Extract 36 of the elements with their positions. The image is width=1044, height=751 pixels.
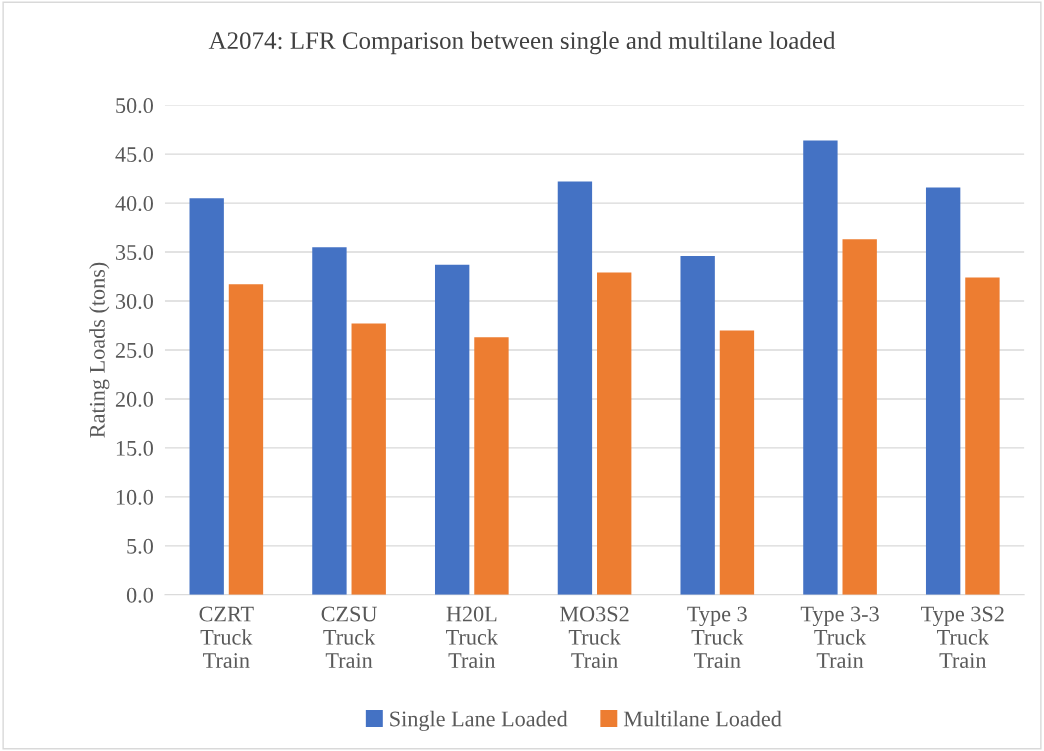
y-tick-label: 30.0 (116, 293, 153, 310)
bar (925, 187, 961, 595)
bar (312, 247, 347, 595)
x-tick-label: CZSU Truck Train (321, 606, 378, 669)
y-tick-label: 0.0 (126, 587, 153, 603)
bar (351, 323, 386, 595)
legend-label: Multilane Loaded (623, 710, 782, 727)
y-tick-label: 5.0 (127, 538, 153, 554)
bar (680, 255, 715, 595)
bar (597, 272, 632, 595)
bar (474, 337, 509, 595)
y-tick-label: 20.0 (115, 391, 153, 407)
bar (965, 277, 1000, 595)
chart-title: A2074: LFR Comparison between single and multilane loaded (208, 31, 836, 55)
y-tick-label: 40.0 (115, 196, 153, 212)
x-tick-label: MO3S2 Truck Train (560, 606, 629, 669)
bar (434, 264, 470, 595)
x-tick-label: H20L Truck Train (446, 606, 498, 669)
y-tick-label: 25.0 (115, 342, 153, 358)
y-tick-label: 50.0 (116, 98, 153, 114)
x-tick-label: CZRT Truck Train (199, 606, 254, 669)
bar (842, 239, 877, 595)
bar (803, 140, 838, 595)
y-tick-label: 45.0 (115, 147, 153, 163)
y-tick-label: 10.0 (116, 489, 153, 505)
y-tick-label: 15.0 (116, 440, 153, 456)
bar (189, 198, 224, 595)
x-tick-label: Type 3 Truck Train (687, 606, 747, 669)
y-axis-title: Rating Loads (tons) (89, 262, 110, 438)
x-tick-label: Type 3-3 Truck Train (800, 606, 879, 669)
bar (228, 284, 264, 595)
bar (719, 330, 755, 595)
bar (557, 181, 593, 595)
y-tick-label: 35.0 (116, 244, 153, 261)
x-tick-label: Type 3S2 Truck Train (921, 606, 1004, 669)
legend-label: Single Lane Loaded (390, 710, 568, 731)
